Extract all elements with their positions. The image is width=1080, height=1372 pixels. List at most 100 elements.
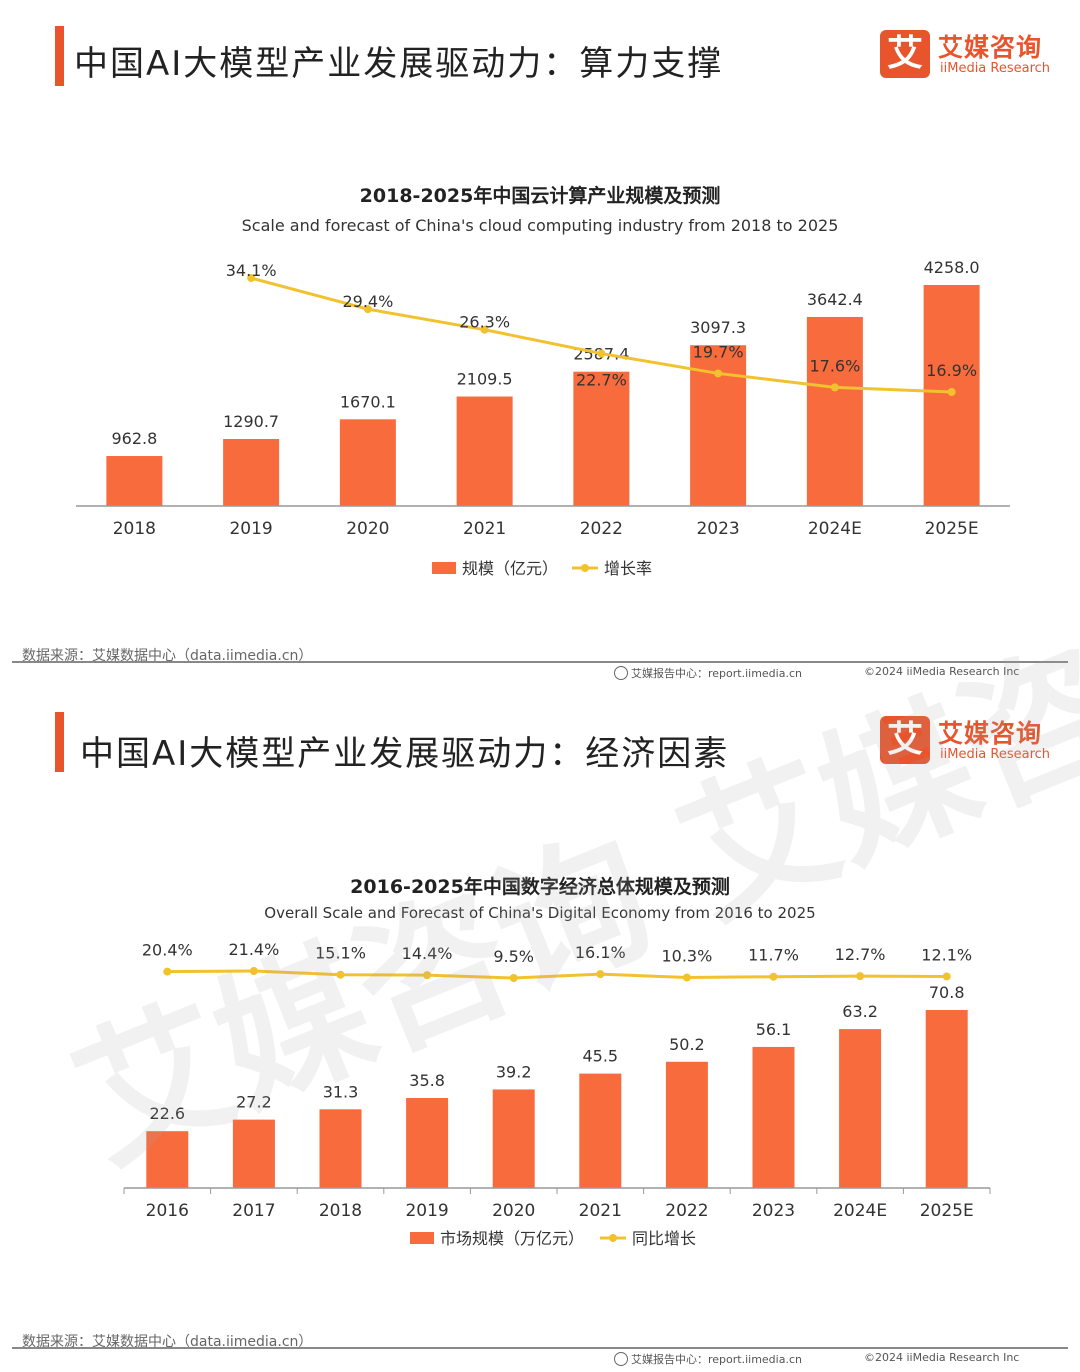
bar-2018 xyxy=(106,456,163,506)
growth-value-label: 34.1% xyxy=(226,261,277,280)
x-tick-label: 2018 xyxy=(319,1201,362,1221)
growth-value-label: 21.4% xyxy=(228,940,279,959)
growth-value-label: 26.3% xyxy=(459,313,510,332)
panel-digital-economy: 中国AI大模型产业发展驱动力：经济因素 艾 艾媒咨询 iiMedia Resea… xyxy=(0,686,1080,1372)
bar-value-label: 35.8 xyxy=(409,1071,445,1090)
growth-value-label: 16.9% xyxy=(926,361,977,380)
footer-report-text: 艾媒报告中心：report.iimedia.cn xyxy=(631,667,802,680)
logo-mark-icon: 艾 xyxy=(880,30,930,78)
growth-point-2022 xyxy=(597,349,606,358)
x-tick-label: 2022 xyxy=(665,1201,708,1221)
growth-point-2024E xyxy=(830,383,839,392)
growth-value-label: 12.7% xyxy=(835,945,886,964)
page-title: 中国AI大模型产业发展驱动力：经济因素 xyxy=(80,734,730,774)
bar-2021 xyxy=(456,396,513,506)
growth-value-label: 14.4% xyxy=(402,944,453,963)
iimedia-logo: 艾 艾媒咨询 iiMedia Research xyxy=(880,30,1060,80)
cloud-computing-chart: 962.8 2018 1290.7 2019 1670.1 2020 2109.5 2021 2… xyxy=(76,258,1010,578)
x-tick-label: 2023 xyxy=(696,519,739,539)
bar-value-label: 962.8 xyxy=(111,429,157,448)
bar-value-label: 2109.5 xyxy=(457,370,513,389)
page-title: 中国AI大模型产业发展驱动力：算力支撑 xyxy=(74,44,724,84)
growth-value-label: 29.4% xyxy=(342,292,393,311)
logo-en-text: iiMedia Research xyxy=(940,61,1051,76)
bar-value-label: 39.2 xyxy=(496,1062,532,1081)
bar-2019 xyxy=(223,439,280,506)
growth-value-label: 11.7% xyxy=(748,946,799,965)
growth-point-2023 xyxy=(714,369,723,378)
bar-2016 xyxy=(146,1131,189,1188)
footer-divider xyxy=(12,661,1068,663)
growth-point-2025E xyxy=(947,388,956,396)
x-tick-label: 2021 xyxy=(463,519,506,539)
growth-point-2019 xyxy=(247,274,256,282)
bar-2021 xyxy=(579,1073,622,1188)
bar-value-label: 31.3 xyxy=(323,1082,359,1101)
x-tick-label: 2020 xyxy=(492,1201,535,1221)
logo-en-text: iiMedia Research xyxy=(940,747,1051,762)
x-tick-label: 2025E xyxy=(925,519,979,539)
bar-2024E xyxy=(839,1029,882,1188)
x-tick-label: 2020 xyxy=(346,519,389,539)
bar-value-label: 70.8 xyxy=(929,983,965,1002)
bar-value-label: 22.6 xyxy=(149,1104,185,1123)
footer-report: 艾媒报告中心：report.iimedia.cn xyxy=(614,665,802,681)
legend-line-label: 同比增长 xyxy=(632,1229,696,1248)
growth-point-2021 xyxy=(480,325,489,334)
x-tick-label: 2023 xyxy=(752,1201,795,1221)
growth-value-label: 22.7% xyxy=(576,371,627,390)
growth-point-2016 xyxy=(163,967,172,976)
logo-mark-icon: 艾 xyxy=(880,716,930,764)
growth-value-label: 20.4% xyxy=(142,941,193,960)
title-accent-bar xyxy=(55,712,64,772)
bar-value-label: 4258.0 xyxy=(924,258,980,277)
growth-value-label: 15.1% xyxy=(315,944,366,963)
bar-2024E xyxy=(806,316,863,506)
legend-line-marker xyxy=(609,1234,617,1242)
growth-point-2023 xyxy=(769,972,778,981)
bar-2017 xyxy=(232,1119,275,1188)
bar-2022 xyxy=(665,1061,708,1188)
x-tick-label: 2021 xyxy=(579,1201,622,1221)
x-tick-label: 2019 xyxy=(405,1201,448,1221)
data-source: 数据来源：艾媒数据中心（data.iimedia.cn） xyxy=(22,648,313,664)
bar-2018 xyxy=(319,1109,362,1188)
growth-point-2019 xyxy=(423,971,432,980)
bar-value-label: 63.2 xyxy=(842,1002,878,1021)
x-tick-label: 2022 xyxy=(580,519,623,539)
globe-icon xyxy=(614,1352,628,1366)
legend-bar-label: 市场规模（万亿元） xyxy=(440,1229,584,1248)
chart-subtitle: Scale and forecast of China's cloud comp… xyxy=(241,216,839,235)
growth-value-label: 12.1% xyxy=(921,945,972,964)
digital-economy-chart: 22.6 2016 27.2 2017 31.3 2018 35.8 2019 39.2 2020… xyxy=(123,940,991,1248)
bar-value-label: 3097.3 xyxy=(690,318,746,337)
footer-report: 艾媒报告中心：report.iimedia.cn xyxy=(614,1351,802,1367)
growth-point-2024E xyxy=(856,972,865,981)
footer-copyright: ©2024 iiMedia Research Inc xyxy=(864,665,1020,678)
footer-divider xyxy=(12,1347,1068,1349)
growth-value-label: 19.7% xyxy=(693,342,744,361)
logo-cn-text: 艾媒咨询 xyxy=(938,719,1043,748)
bar-value-label: 3642.4 xyxy=(807,290,863,309)
x-tick-label: 2016 xyxy=(146,1201,189,1221)
logo-cn-text: 艾媒咨询 xyxy=(938,33,1043,62)
bar-2023 xyxy=(752,1046,795,1188)
bar-value-label: 56.1 xyxy=(756,1020,792,1039)
growth-value-label: 10.3% xyxy=(661,947,712,966)
title-accent-bar xyxy=(55,26,64,86)
legend-line-marker xyxy=(581,564,589,572)
x-tick-label: 2017 xyxy=(232,1201,275,1221)
bar-2025E xyxy=(925,1010,968,1188)
panel-cloud-computing: 中国AI大模型产业发展驱动力：算力支撑 艾 艾媒咨询 iiMedia Resea… xyxy=(12,26,1068,681)
x-tick-label: 2025E xyxy=(920,1201,974,1221)
bar-2020 xyxy=(339,419,396,506)
bar-2022 xyxy=(573,371,630,506)
x-tick-label: 2019 xyxy=(229,519,272,539)
x-tick-label: 2018 xyxy=(113,519,156,539)
growth-point-2020 xyxy=(363,305,372,314)
bar-value-label: 27.2 xyxy=(236,1093,272,1112)
iimedia-logo: 艾 艾媒咨询 iiMedia Research xyxy=(880,716,1060,766)
chart-title: 2018-2025年中国云计算产业规模及预测 xyxy=(359,185,721,207)
bar-value-label: 50.2 xyxy=(669,1035,705,1054)
growth-point-2022 xyxy=(682,973,691,982)
